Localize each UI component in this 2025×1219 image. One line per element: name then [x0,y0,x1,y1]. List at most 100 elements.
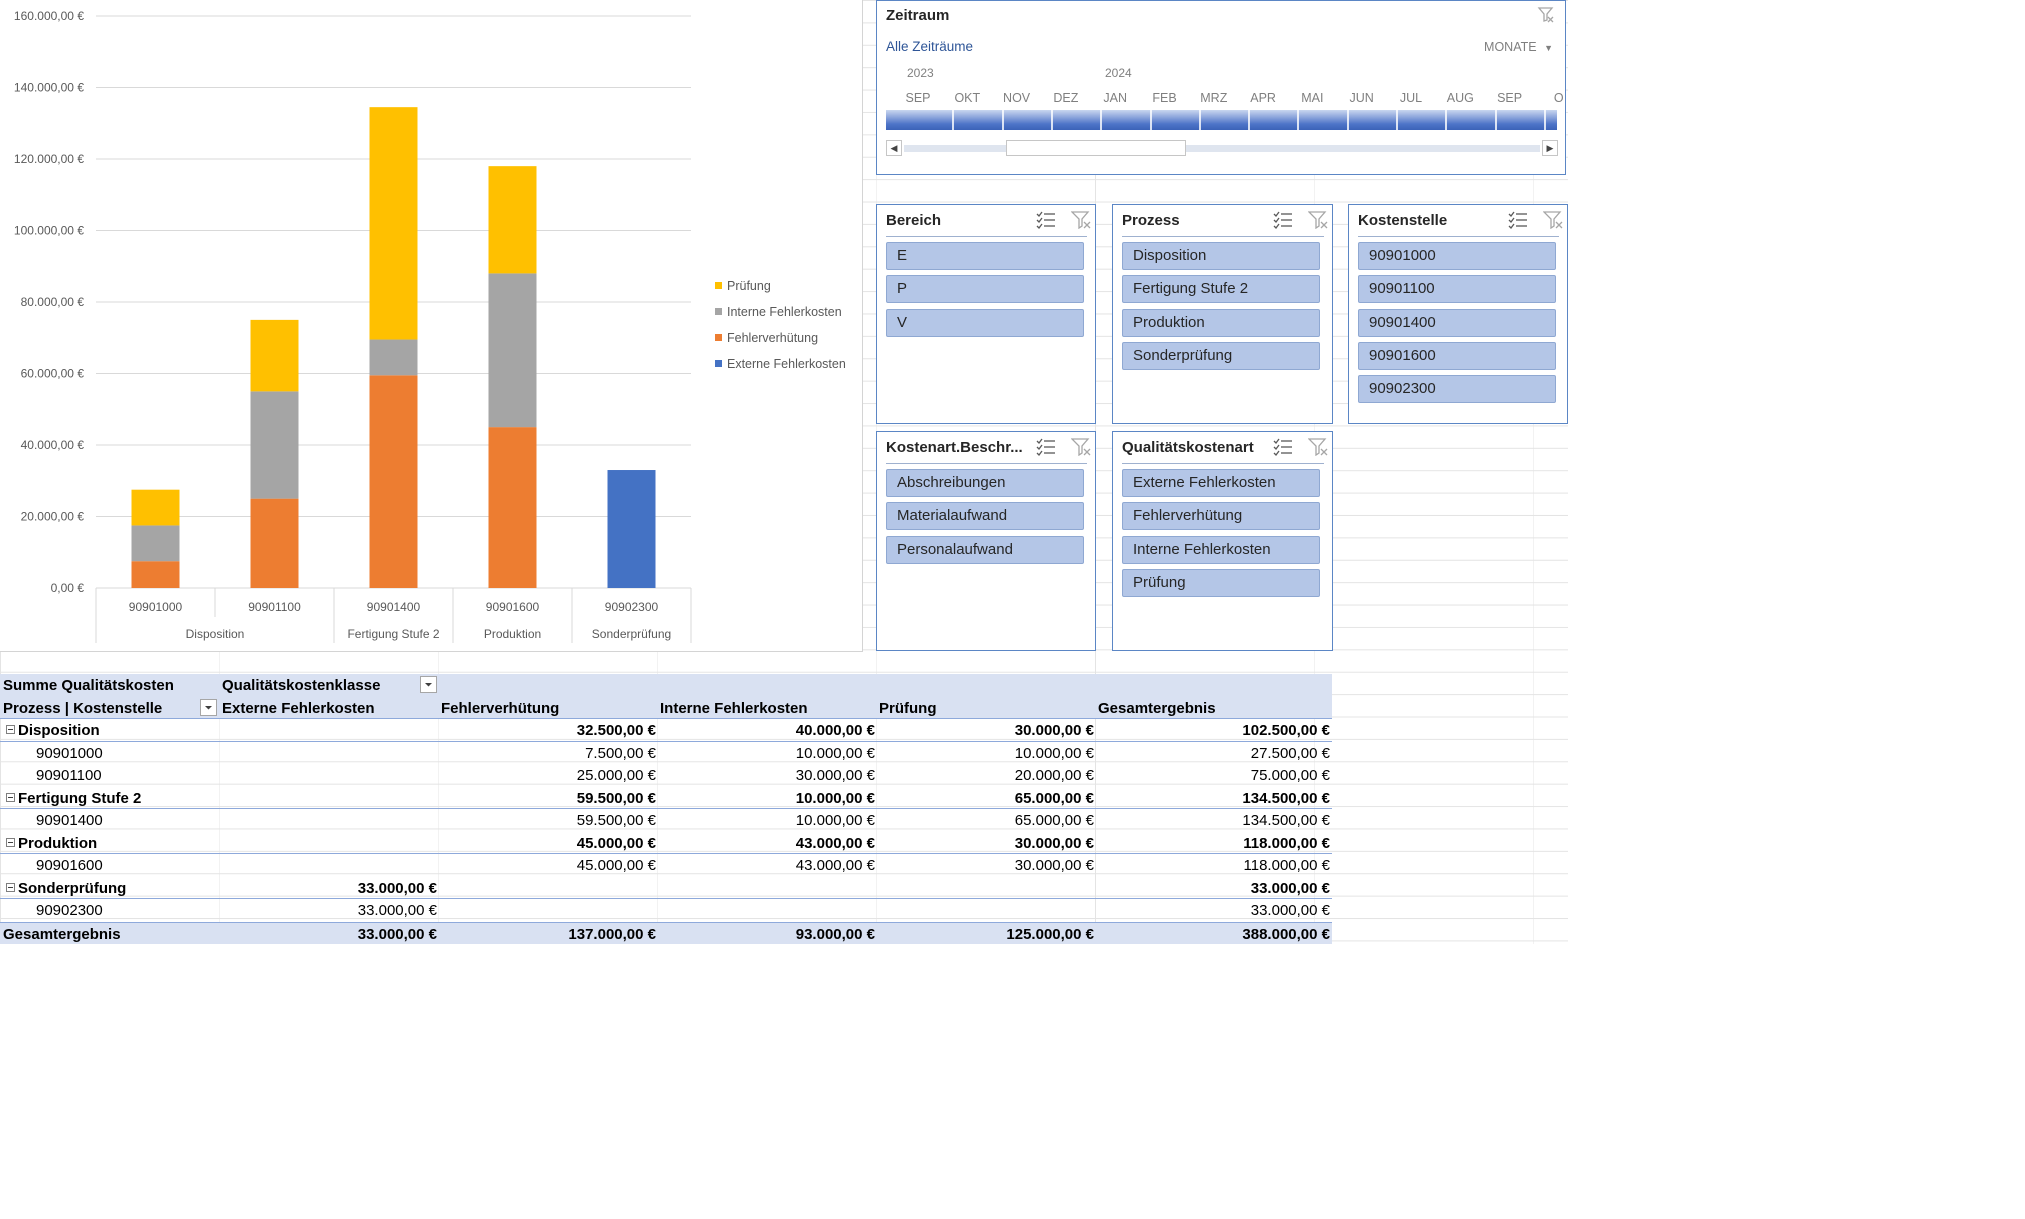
slicer-item[interactable]: Interne Fehlerkosten [1122,535,1320,564]
value-cell[interactable]: 30.000,00 € [1014,857,1094,874]
value-cell[interactable]: 10.000,00 € [795,812,875,829]
slicer-qualitaetskostenart[interactable]: Qualitätskostenart Externe Fehlerkosten Fe… [1112,431,1333,651]
value-cell[interactable]: 45.000,00 € [576,834,656,852]
bar-segment[interactable] [369,339,418,376]
value-cell[interactable]: 33.000,00 € [357,902,437,919]
bar-segment[interactable] [607,470,656,588]
value-cell[interactable]: 137.000,00 € [568,925,656,943]
value-cell[interactable] [227,742,437,765]
value-cell[interactable]: 10.000,00 € [795,789,875,807]
value-cell[interactable]: 43.000,00 € [795,834,875,852]
value-cell[interactable]: 93.000,00 € [795,925,875,943]
value-cell[interactable]: 25.000,00 € [576,767,656,784]
slicer-item[interactable]: V [886,308,1084,337]
pivot-group-row[interactable]: Disposition 32.500,00 € 40.000,00 € 30.000,… [0,719,1332,742]
clear-filter-icon[interactable] [1307,438,1328,457]
legend-entry[interactable]: Fehlerverhütung [715,331,818,345]
multi-select-icon[interactable] [1508,211,1528,229]
timeline-month-label[interactable]: MAI [1301,91,1324,105]
multi-select-icon[interactable] [1036,438,1056,456]
slicer-item[interactable]: Materialaufwand [886,502,1084,531]
value-cell[interactable]: 388.000,00 € [1242,925,1330,943]
legend-entry[interactable]: Externe Fehlerkosten [715,357,846,371]
value-cell[interactable]: 65.000,00 € [1014,812,1094,829]
value-cell[interactable]: 10.000,00 € [795,744,875,762]
timeline-slicer[interactable]: Zeitraum Alle Zeiträume MONATE ▼ 2023 202… [876,0,1566,175]
clear-filter-icon[interactable] [1070,211,1091,230]
bar-segment[interactable] [369,107,418,340]
timeline-month-label[interactable]: DEZ [1053,91,1079,105]
timeline-month-label[interactable]: JAN [1103,91,1127,105]
pivot-detail-row[interactable]: 90902300 33.000,00 € 33.000,00 € [0,899,1332,922]
value-cell[interactable]: 118.000,00 € [1243,834,1330,852]
scroll-track[interactable] [904,145,1540,152]
scroll-right-icon[interactable]: ▶ [1542,140,1558,156]
bar-segment[interactable] [131,561,180,588]
slicer-item[interactable]: Abschreibungen [886,469,1084,497]
value-cell[interactable]: 33.000,00 € [357,925,437,943]
bar-segment[interactable] [488,273,537,428]
value-cell[interactable]: 134.500,00 € [1242,789,1330,807]
row-filter-dropdown[interactable] [200,698,217,716]
scroll-thumb[interactable] [1006,140,1186,156]
timeline-month-label[interactable]: SEP [905,91,931,105]
pivot-group-row[interactable]: Sonderprüfung 33.000,00 € 33.000,00 € [0,877,1332,900]
value-cell[interactable]: 20.000,00 € [1014,767,1094,784]
pivot-grand-total-row[interactable]: Gesamtergebnis 33.000,00 € 137.000,00 € 93.… [0,921,1332,944]
collapse-icon[interactable] [6,792,15,802]
value-cell[interactable] [884,877,1094,900]
value-cell[interactable] [884,899,1094,922]
bar-segment[interactable] [250,319,299,392]
slicer-item[interactable]: 90901400 [1358,308,1556,337]
timeline-month-label[interactable]: AUG [1446,91,1474,105]
bar-segment[interactable] [131,525,180,562]
clear-filter-icon[interactable] [1307,211,1328,230]
collapse-icon[interactable] [6,725,15,734]
timeline-month-label[interactable]: APR [1250,91,1276,105]
value-cell[interactable]: 30.000,00 € [1014,834,1094,852]
value-cell[interactable]: 33.000,00 € [357,879,437,897]
slicer-item[interactable]: Disposition [1122,242,1320,270]
timeline-month-label[interactable]: NOV [1003,91,1031,105]
pivot-detail-row[interactable]: 90901000 7.500,00 € 10.000,00 € 10.000,00 €… [0,742,1332,765]
value-cell[interactable]: 59.500,00 € [576,812,656,829]
value-cell[interactable] [665,877,875,900]
bar-segment[interactable] [250,391,299,499]
scroll-left-icon[interactable]: ◀ [886,140,902,156]
slicer-bereich[interactable]: Bereich E P V [876,204,1096,424]
clear-filter-icon[interactable] [1537,6,1555,24]
clear-filter-icon[interactable] [1070,438,1091,457]
value-cell[interactable]: 30.000,00 € [795,767,875,784]
multi-select-icon[interactable] [1273,211,1293,229]
value-cell[interactable] [227,787,437,810]
slicer-item[interactable]: P [886,275,1084,304]
slicer-item[interactable]: Sonderprüfung [1122,341,1320,370]
value-cell[interactable]: 45.000,00 € [576,857,656,874]
value-cell[interactable]: 33.000,00 € [1250,879,1330,897]
clear-filter-icon[interactable] [1542,211,1563,230]
slicer-item[interactable]: E [886,242,1084,270]
timeline-month-label[interactable]: JUL [1399,91,1423,105]
value-cell[interactable]: 43.000,00 € [795,857,875,874]
slicer-item[interactable]: 90901100 [1358,275,1556,304]
pivot-detail-row[interactable]: 90901100 25.000,00 € 30.000,00 € 20.000,00 … [0,764,1332,787]
value-cell[interactable] [227,832,437,855]
stacked-column-chart[interactable]: 0,00 € 20.000,00 € 40.000,00 € 60.000,00 € 8… [0,0,863,652]
value-cell[interactable] [446,899,656,922]
slicer-item[interactable]: Externe Fehlerkosten [1122,469,1320,497]
timeline-month-label[interactable]: FEB [1152,91,1177,105]
timeline-month-label[interactable]: MRZ [1200,91,1228,105]
multi-select-icon[interactable] [1036,211,1056,229]
value-cell[interactable]: 40.000,00 € [795,722,875,739]
bar-segment[interactable] [369,375,418,588]
value-cell[interactable]: 59.500,00 € [576,789,656,807]
value-cell[interactable]: 33.000,00 € [1250,902,1330,919]
multi-select-icon[interactable] [1273,438,1293,456]
column-filter-dropdown[interactable] [420,676,437,693]
slicer-kostenart[interactable]: Kostenart.Beschr... Abschreibungen Materia… [876,431,1096,651]
value-cell[interactable] [227,854,437,877]
slicer-item[interactable]: Personalaufwand [886,535,1084,564]
legend-entry[interactable]: Interne Fehlerkosten [715,305,842,319]
value-cell[interactable]: 75.000,00 € [1250,767,1330,784]
timeline-month-label[interactable]: OKT [954,91,981,105]
